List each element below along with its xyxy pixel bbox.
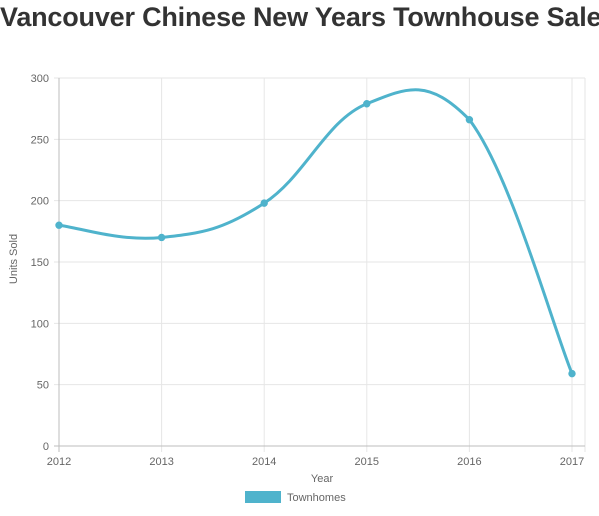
data-point[interactable] <box>55 221 63 229</box>
x-tick-label: 2015 <box>355 456 379 468</box>
chart-title: Vancouver Chinese New Years Townhouse Sa… <box>0 2 599 32</box>
legend[interactable]: Townhomes <box>245 491 346 504</box>
y-tick-label: 300 <box>31 73 49 85</box>
axes <box>54 78 585 452</box>
x-tick-label: 2013 <box>149 456 173 468</box>
data-point[interactable] <box>465 116 474 124</box>
y-axis-title: Units Sold <box>8 234 20 284</box>
y-tick-label: 0 <box>43 441 49 453</box>
data-point[interactable] <box>157 233 166 242</box>
y-tick-label: 250 <box>31 134 49 146</box>
x-tick-label: 2012 <box>47 456 71 468</box>
x-tick-label: 2016 <box>457 456 481 468</box>
y-axis-ticks: 0 50 100 150 200 250 300 <box>31 73 49 453</box>
data-point[interactable] <box>363 100 371 108</box>
y-tick-label: 200 <box>31 196 49 208</box>
legend-label-townhomes[interactable]: Townhomes <box>287 492 346 504</box>
x-tick-label: 2014 <box>252 456 276 468</box>
legend-swatch-townhomes[interactable] <box>245 491 281 503</box>
data-point[interactable] <box>260 199 268 207</box>
series-line-townhomes <box>57 88 574 376</box>
data-point[interactable] <box>568 369 576 378</box>
y-tick-label: 100 <box>31 318 49 330</box>
x-axis-title: Year <box>311 473 334 485</box>
x-axis-ticks: 2012 2013 2014 2015 2016 2017 <box>47 456 584 468</box>
x-tick-label: 2017 <box>560 456 584 468</box>
y-tick-label: 150 <box>31 257 49 269</box>
series-group <box>55 88 576 378</box>
y-tick-label: 50 <box>37 380 49 392</box>
grid-lines <box>54 77 586 452</box>
